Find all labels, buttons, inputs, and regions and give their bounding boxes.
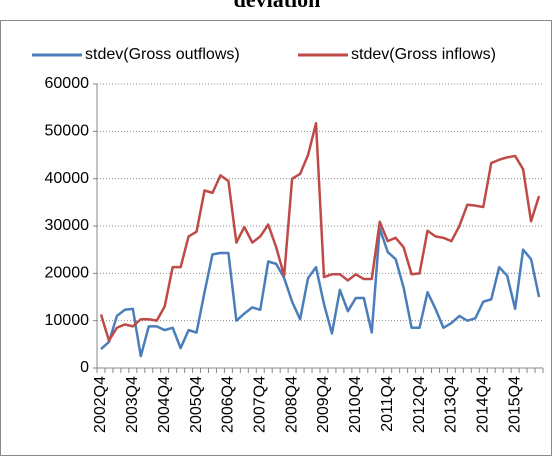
y-tick-label: 40000 (45, 170, 90, 187)
x-tick-label: 2005Q4 (188, 376, 205, 433)
y-tick-label: 50000 (45, 123, 90, 140)
x-tick-label: 2002Q4 (92, 376, 109, 433)
x-tick-label: 2015Q4 (506, 376, 523, 433)
x-tick-label: 2008Q4 (283, 376, 300, 433)
series-line (99, 122, 541, 342)
x-tick-label: 2013Q4 (443, 376, 460, 433)
legend-label: stdev(Gross outflows) (85, 46, 240, 63)
chart-title: deviation (234, 0, 321, 12)
y-tick-label: 20000 (45, 265, 90, 282)
x-tick-label: 2011Q4 (379, 376, 396, 432)
x-tick-label: 2010Q4 (347, 376, 364, 433)
x-tick-label: 2012Q4 (411, 376, 428, 433)
x-tick-label: 2014Q4 (474, 376, 491, 433)
x-tick-label: 2006Q4 (220, 376, 237, 433)
y-tick-label: 0 (80, 359, 89, 376)
y-tick-label: 10000 (45, 312, 90, 329)
x-tick-label: 2003Q4 (124, 376, 141, 433)
y-tick-label: 30000 (45, 217, 90, 234)
x-tick-label: 2004Q4 (156, 376, 173, 433)
series-line (100, 227, 541, 358)
x-tick-label: 2007Q4 (251, 376, 268, 433)
x-tick-label: 2009Q4 (315, 376, 332, 433)
y-tick-label: 60000 (45, 75, 90, 92)
legend-label: stdev(Gross inflows) (351, 46, 496, 63)
